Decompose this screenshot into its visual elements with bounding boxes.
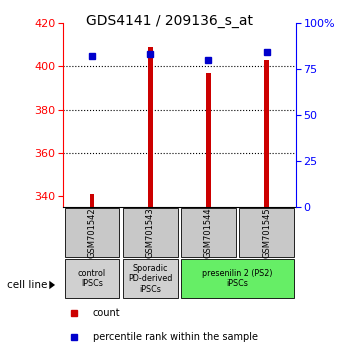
Bar	[148, 47, 153, 207]
Bar	[181, 208, 236, 257]
Text: GSM701545: GSM701545	[262, 207, 271, 258]
Text: control
IPSCs: control IPSCs	[78, 269, 106, 289]
Bar	[206, 73, 211, 207]
Text: GSM701544: GSM701544	[204, 207, 213, 258]
Bar	[239, 208, 294, 257]
Bar	[65, 259, 119, 298]
Bar	[123, 208, 177, 257]
Polygon shape	[49, 281, 55, 289]
Text: presenilin 2 (PS2)
iPSCs: presenilin 2 (PS2) iPSCs	[202, 269, 273, 289]
Bar	[123, 259, 177, 298]
Bar	[65, 208, 119, 257]
Bar	[265, 60, 269, 207]
Text: GDS4141 / 209136_s_at: GDS4141 / 209136_s_at	[86, 14, 254, 28]
Text: percentile rank within the sample: percentile rank within the sample	[93, 332, 258, 342]
Text: cell line: cell line	[7, 280, 47, 290]
Text: GSM701543: GSM701543	[146, 207, 155, 258]
Text: GSM701542: GSM701542	[87, 207, 97, 258]
Text: Sporadic
PD-derived
iPSCs: Sporadic PD-derived iPSCs	[128, 264, 172, 294]
Text: count: count	[93, 308, 120, 318]
Bar	[90, 194, 94, 207]
Bar	[181, 259, 294, 298]
